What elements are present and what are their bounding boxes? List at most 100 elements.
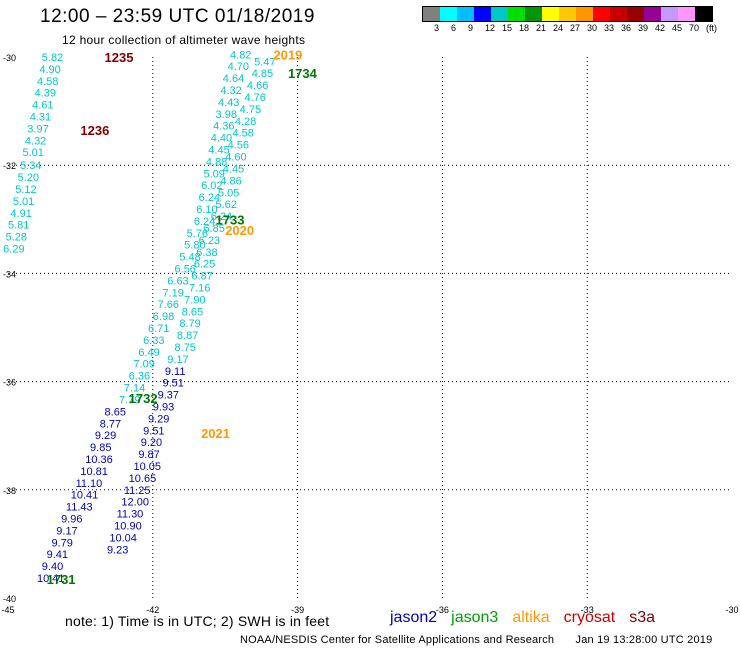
color-swatch <box>542 7 559 21</box>
color-swatch <box>440 7 457 21</box>
lat-tick-label: -34 <box>3 269 16 279</box>
lat-tick-label: -30 <box>3 53 16 63</box>
swh-value: 4.82 <box>230 49 251 61</box>
color-scale-label: 6 <box>451 23 457 33</box>
swh-value: 4.28 <box>235 116 256 128</box>
swh-value: 12.00 <box>121 497 149 509</box>
swh-value: 9.51 <box>143 425 164 437</box>
swh-value: 5.09 <box>203 168 224 180</box>
pass-time-label: 1731 <box>47 572 76 587</box>
pass-time-label: 1733 <box>216 212 245 227</box>
swh-value: 6.98 <box>153 311 174 323</box>
swh-value: 9.96 <box>61 513 82 525</box>
swh-value: 5.82 <box>42 52 63 64</box>
swh-value: 5.05 <box>218 187 239 199</box>
swh-value: 9.93 <box>153 401 174 413</box>
lat-tick-label: -36 <box>3 378 16 388</box>
swh-value: 6.25 <box>194 259 215 271</box>
swh-value: 6.49 <box>138 347 159 359</box>
swh-value: 9.41 <box>47 549 68 561</box>
swh-value: 4.45 <box>208 145 229 157</box>
lon-tick-label: -39 <box>291 605 304 615</box>
swh-value: 3.98 <box>216 109 237 121</box>
color-swatch <box>610 7 627 21</box>
swh-value: 4.32 <box>25 135 46 147</box>
swh-value: 7.79 <box>119 394 140 406</box>
satellite-legend: jason2 jason3 altika cryosat s3a <box>390 609 655 627</box>
color-swatch <box>457 7 474 21</box>
color-scale-label: 3 <box>434 23 440 33</box>
swh-value: 4.86 <box>220 175 241 187</box>
swh-value: 7.19 <box>162 287 183 299</box>
swh-value: 5.76 <box>187 228 208 240</box>
lat-tick-label: -40 <box>3 594 16 604</box>
swh-value: 9.51 <box>162 378 183 390</box>
swh-value: 5.01 <box>13 196 34 208</box>
swh-value: 7.90 <box>184 294 205 306</box>
swh-value: 6.56 <box>175 264 196 276</box>
swh-value: 6.38 <box>196 247 217 259</box>
swh-value: 6.85 <box>203 223 224 235</box>
swh-value: 6.36 <box>129 371 150 383</box>
color-swatch <box>559 7 576 21</box>
swh-value: 10.41 <box>37 573 65 585</box>
lon-tick-label: -30 <box>725 605 738 615</box>
lon-tick-label: -33 <box>581 605 594 615</box>
swh-value: 4.66 <box>247 80 268 92</box>
swh-value: 4.64 <box>223 73 244 85</box>
swh-value: 4.61 <box>32 100 53 112</box>
swh-value: 4.58 <box>232 128 253 140</box>
swh-value: 8.79 <box>179 318 200 330</box>
swh-value: 4.40 <box>211 133 232 145</box>
color-scale-label: 21 <box>536 23 547 33</box>
color-scale-label: 42 <box>655 23 666 33</box>
swh-value: 5.48 <box>179 252 200 264</box>
swh-value: 7.66 <box>158 299 179 311</box>
swh-value: 11.43 <box>66 502 93 514</box>
swh-value: 10.90 <box>114 521 142 533</box>
swh-value: 8.77 <box>100 418 121 430</box>
swh-value: 4.31 <box>30 112 51 124</box>
swh-value: 6.29 <box>3 244 24 256</box>
swh-value: 9.17 <box>56 525 77 537</box>
swh-value: 4.45 <box>223 163 244 175</box>
swh-value: 5.34 <box>20 160 41 172</box>
lat-tick-label: -32 <box>3 161 16 171</box>
swh-value: 9.85 <box>90 442 111 454</box>
color-scale-label: 27 <box>570 23 581 33</box>
swh-value: 10.41 <box>71 490 99 502</box>
color-scale-label: (ft) <box>706 23 717 33</box>
color-scale-label: 24 <box>553 23 564 33</box>
credit-text: NOAA/NESDIS Center for Satellite Applica… <box>240 634 555 646</box>
color-swatch <box>695 7 712 21</box>
swh-value: 9.23 <box>107 544 128 556</box>
swh-value: 9.20 <box>141 437 162 449</box>
color-scale-label: 18 <box>519 23 530 33</box>
swh-value: 7.14 <box>124 383 145 395</box>
swh-value: 10.36 <box>85 454 113 466</box>
swh-value: 4.36 <box>213 121 234 133</box>
satellite-legend-altika: altika <box>512 609 550 626</box>
swh-value: 6.33 <box>143 335 164 347</box>
swh-value: 9.87 <box>138 449 159 461</box>
color-scale-label: 70 <box>689 23 700 33</box>
pass-time-label: 1732 <box>129 391 158 406</box>
color-scale-label: 33 <box>604 23 615 33</box>
swh-value: 5.62 <box>216 199 237 211</box>
swh-value: 3.97 <box>27 123 48 135</box>
color-swatch <box>627 7 644 21</box>
lat-tick-label: -38 <box>3 486 16 496</box>
swh-value: 6.71 <box>148 323 169 335</box>
swh-value: 6.24 <box>194 216 215 228</box>
swh-value: 4.43 <box>218 97 239 109</box>
swh-value: 9.29 <box>148 413 169 425</box>
pass-time-label: 1236 <box>80 123 109 138</box>
color-swatch <box>423 7 440 21</box>
swh-value: 10.65 <box>129 473 157 485</box>
swh-value: 4.70 <box>228 61 249 73</box>
footer-note: note: 1) Time is in UTC; 2) SWH is in fe… <box>65 613 330 629</box>
swh-value: 5.81 <box>8 220 29 232</box>
swh-value: 4.76 <box>245 92 266 104</box>
pass-time-label: 1734 <box>288 66 318 81</box>
color-scale-label: 36 <box>621 23 632 33</box>
